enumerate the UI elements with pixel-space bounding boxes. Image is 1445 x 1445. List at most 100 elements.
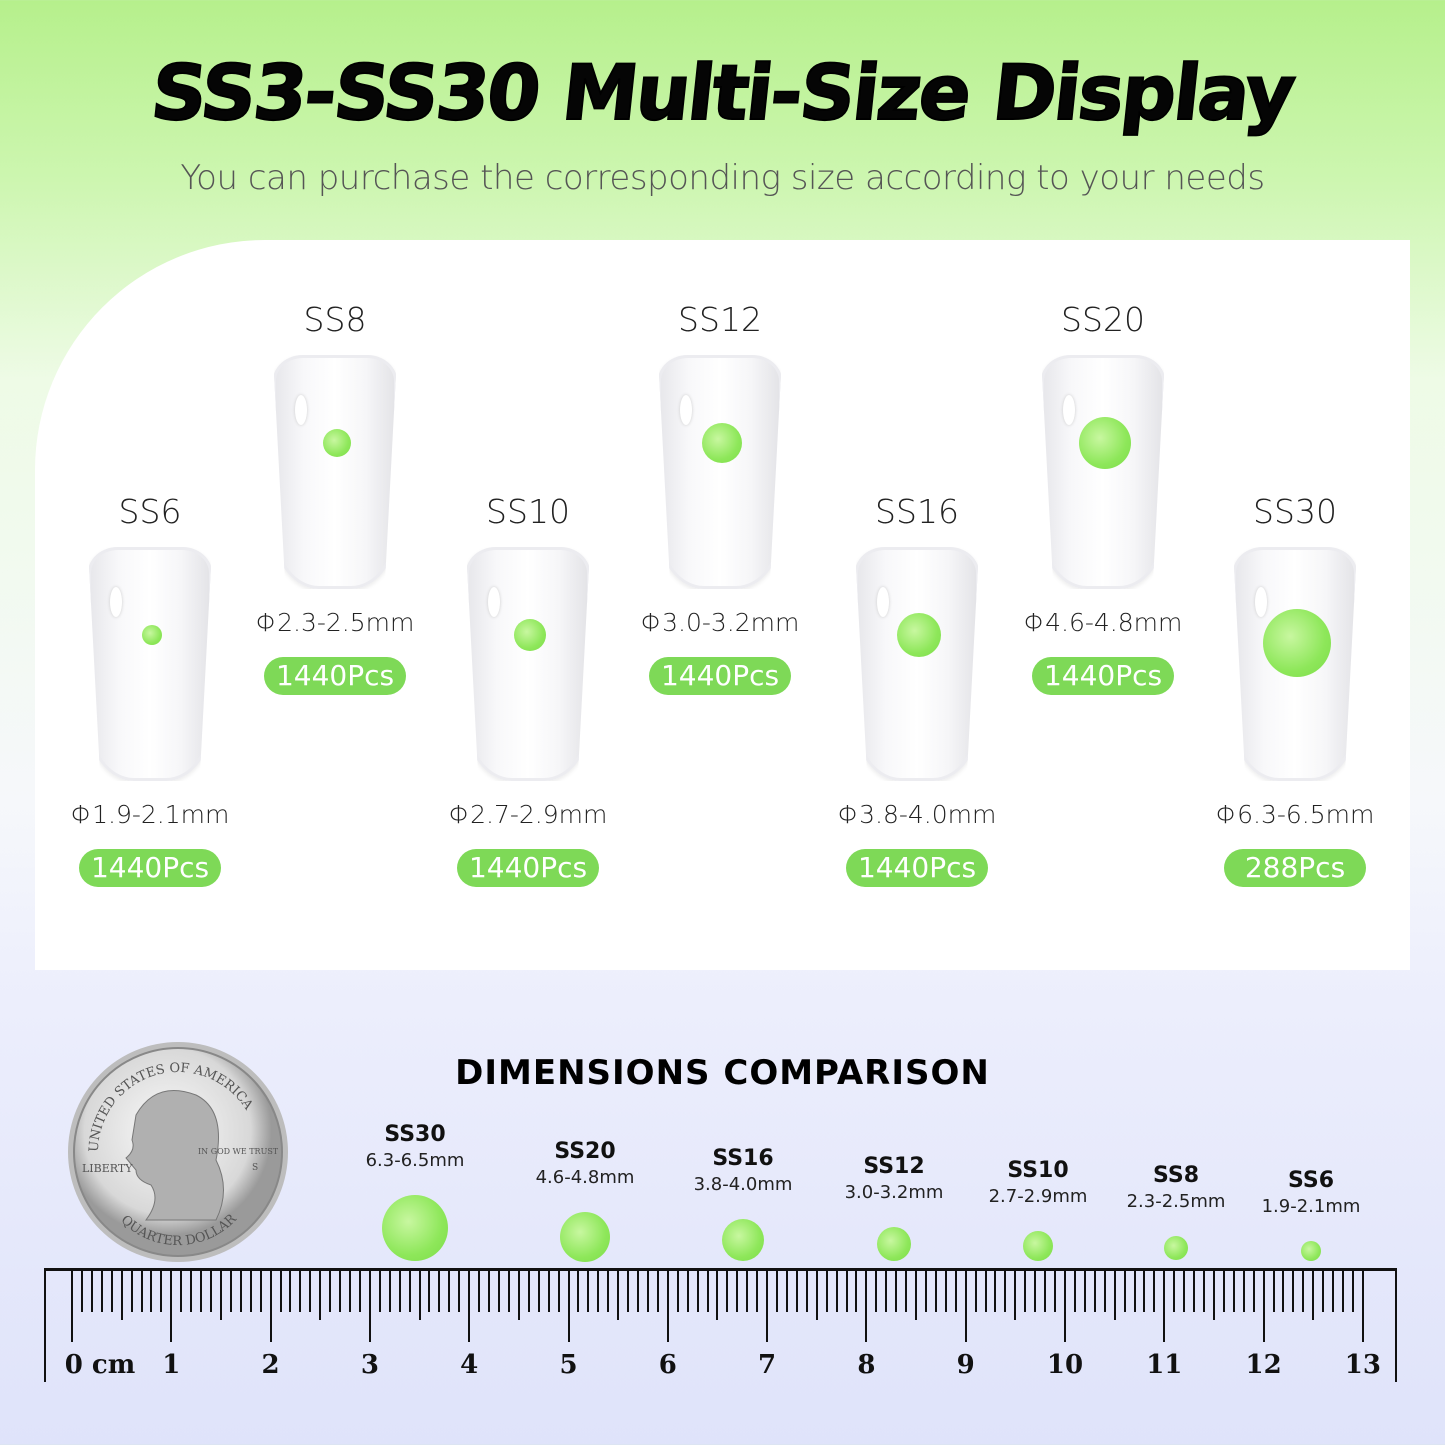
ruler-mm-tick [329,1270,332,1312]
comparison-size-range: 6.3-6.5mm [365,1150,465,1171]
ruler-label: 0 cm [64,1350,136,1380]
ruler-mm-tick [309,1270,312,1312]
ruler-mm-tick [349,1270,352,1312]
ruler-mm-tick [507,1270,510,1312]
ruler-mm-tick [100,1270,103,1312]
count-badge: 1440Pcs [846,849,988,887]
ruler-mm-tick [915,1270,918,1320]
comparison-gem [1301,1241,1321,1261]
ruler-mm-tick [488,1270,491,1312]
ruler-mm-tick [339,1270,342,1312]
ruler-label: 8 [857,1350,876,1380]
nail-tip-image [88,547,212,781]
ruler-mm-tick [408,1270,411,1312]
ruler-mm-tick [795,1270,798,1312]
ruler-mm-tick [1133,1270,1136,1312]
page-subtitle: You can purchase the corresponding size … [180,158,1265,198]
ruler-mm-tick [517,1270,520,1320]
ruler-mm-tick [378,1270,381,1312]
ruler-mm-tick [1203,1270,1206,1312]
ruler-mm-tick [229,1270,232,1312]
ruler-mm-tick [875,1270,878,1312]
ruler-mm-tick [1342,1270,1345,1312]
ruler-mm-tick [478,1270,481,1312]
comparison-size-name: SS20 [554,1139,616,1164]
count-badge: 1440Pcs [457,849,599,887]
size-name: SS20 [1061,300,1145,339]
ruler-mm-tick [805,1270,808,1312]
ruler-cm-tick [766,1270,769,1342]
ruler-cm-tick [865,1270,868,1342]
ruler-mm-tick [1351,1270,1354,1312]
diameter-label: Φ4.6-4.8mm [1023,608,1183,637]
nail-highlight [488,587,500,617]
size-name: SS30 [1253,492,1337,531]
diameter-label: Φ2.7-2.9mm [448,800,608,829]
ruler-mm-tick [130,1270,133,1312]
ruler-mm-tick [785,1270,788,1312]
nail-tip-image [1041,355,1165,589]
comparison-size-range: 2.3-2.5mm [1126,1191,1226,1212]
ruler-mm-tick [825,1270,828,1312]
size-display-panel [35,240,1410,970]
rhinestone-gem [514,619,546,651]
ruler-mm-tick [448,1270,451,1312]
ruler-mm-tick [537,1270,540,1312]
count-badge: 1440Pcs [649,657,791,695]
ruler-label: 10 [1046,1350,1084,1380]
ruler-mm-tick [1173,1270,1176,1312]
ruler-cm-tick [468,1270,471,1342]
ruler-mm-tick [895,1270,898,1312]
ruler-mm-tick [726,1270,729,1312]
comparison-gem [722,1219,764,1261]
ruler-mm-tick [716,1270,719,1320]
ruler-mm-tick [497,1270,500,1312]
nail-highlight [680,395,692,425]
nail-tip-image [273,355,397,589]
ruler-label: 4 [460,1350,479,1380]
comparison-title: DIMENSIONS COMPARISON [455,1053,990,1093]
size-name: SS8 [303,300,367,339]
ruler-mm-tick [954,1270,957,1312]
ruler-cm-tick [71,1270,73,1342]
size-name: SS10 [486,492,570,531]
ruler-mm-tick [160,1270,163,1312]
ruler-mm-tick [279,1270,282,1312]
ruler-mm-tick [656,1270,659,1312]
ruler-mm-tick [1044,1270,1047,1312]
comparison-size-range: 2.7-2.9mm [988,1186,1088,1207]
quarter-coin-image: UNITED STATES OF AMERICA QUARTER DOLLAR … [68,1042,288,1262]
ruler-mm-tick [607,1270,610,1312]
ruler-mm-tick [974,1270,977,1312]
nail-tip-image [466,547,590,781]
nail-tip-image [855,547,979,781]
count-badge: 288Pcs [1224,849,1366,887]
ruler-mm-tick [319,1270,322,1320]
ruler-mm-tick [388,1270,391,1312]
ruler-label: 3 [360,1350,379,1380]
ruler-mm-tick [736,1270,739,1312]
ruler-mm-tick [438,1270,441,1312]
nail-highlight [295,395,307,425]
ruler-mm-tick [458,1270,461,1312]
diameter-label: Φ2.3-2.5mm [255,608,415,637]
page-title: SS3-SS30 Multi-Size Display [146,47,1298,138]
ruler-cm-tick [1361,1270,1364,1342]
ruler-mm-tick [1242,1270,1245,1312]
comparison-size-name: SS30 [384,1122,446,1147]
ruler-mm-tick [1024,1270,1027,1312]
rhinestone-gem [142,625,162,645]
ruler-mm-tick [835,1270,838,1312]
ruler-mm-tick [1093,1270,1096,1312]
ruler-mm-tick [934,1270,937,1312]
nail-highlight [110,587,122,617]
ruler-mm-tick [1302,1270,1305,1312]
ruler-cm-tick [567,1270,570,1342]
ruler-mm-tick [1183,1270,1186,1312]
ruler-mm-tick [845,1270,848,1312]
ruler-mm-tick [110,1270,113,1312]
count-badge: 1440Pcs [79,849,221,887]
comparison-gem [1164,1236,1188,1260]
count-badge: 1440Pcs [1032,657,1174,695]
coin-mint-text: S [252,1163,258,1173]
